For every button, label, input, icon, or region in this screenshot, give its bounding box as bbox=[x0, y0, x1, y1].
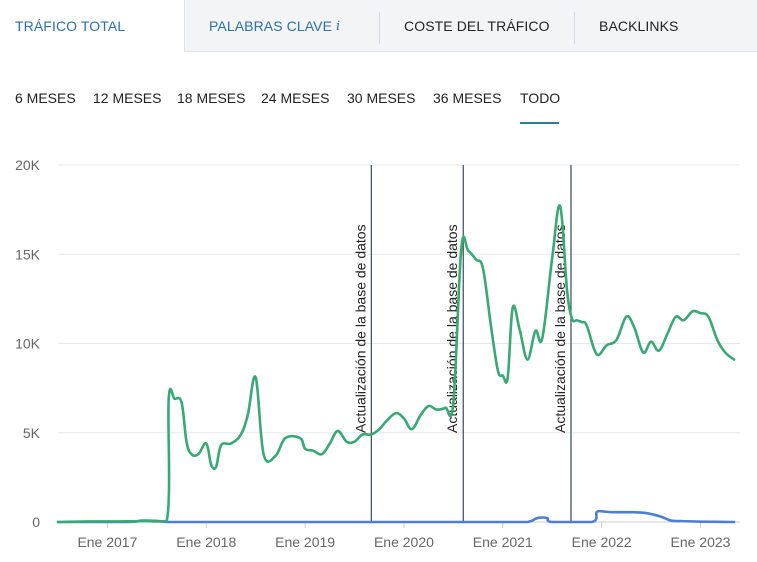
selected-period-indicator bbox=[520, 122, 559, 124]
grid bbox=[58, 164, 740, 523]
x-tick-label: Ene 2020 bbox=[374, 534, 434, 550]
y-tick-label: 0 bbox=[32, 514, 40, 530]
period-24-meses[interactable]: 24 MESES bbox=[261, 90, 330, 106]
y-tick-label: 20K bbox=[15, 157, 41, 173]
period-30-meses[interactable]: 30 MESES bbox=[347, 90, 416, 106]
period-18-meses[interactable]: 18 MESES bbox=[177, 90, 246, 106]
tab-trafico-total[interactable]: TRÁFICO TOTAL bbox=[0, 0, 184, 52]
info-icon[interactable]: i bbox=[336, 18, 341, 34]
annotation-label: Actualización de la base de datos bbox=[352, 224, 368, 433]
period-todo[interactable]: TODO bbox=[520, 90, 561, 106]
period-36-meses[interactable]: 36 MESES bbox=[433, 90, 502, 106]
tab-label: PALABRAS CLAVE bbox=[209, 18, 333, 34]
y-tick-label: 15K bbox=[15, 246, 41, 262]
series-line-total bbox=[56, 204, 736, 524]
series bbox=[56, 204, 736, 524]
traffic-tabs: TRÁFICO TOTAL PALABRAS CLAVE i COSTE DEL… bbox=[0, 0, 757, 52]
tab-label: BACKLINKS bbox=[599, 18, 679, 34]
annotation-label: Actualización de la base de datos bbox=[444, 224, 460, 433]
x-tick-label: Ene 2019 bbox=[275, 534, 335, 550]
x-tick-label: Ene 2023 bbox=[670, 534, 730, 550]
period-selector: 6 MESES 12 MESES 18 MESES 24 MESES 30 ME… bbox=[0, 84, 757, 124]
tab-label: COSTE DEL TRÁFICO bbox=[404, 18, 550, 34]
tab-palabras-clave[interactable]: PALABRAS CLAVE i bbox=[185, 0, 380, 52]
x-tick-label: Ene 2021 bbox=[473, 534, 533, 550]
period-6-meses[interactable]: 6 MESES bbox=[15, 90, 76, 106]
annotation-label: Actualización de la base de datos bbox=[552, 224, 568, 433]
tab-label: TRÁFICO TOTAL bbox=[15, 18, 126, 34]
y-tick-label: 5K bbox=[23, 425, 41, 441]
x-tick-label: Ene 2022 bbox=[572, 534, 632, 550]
y-tick-label: 10K bbox=[15, 336, 41, 352]
tab-backlinks[interactable]: BACKLINKS bbox=[575, 0, 757, 52]
y-axis: 0 5K 10K 15K 20K bbox=[15, 157, 41, 530]
x-axis: Ene 2017 Ene 2018 Ene 2019 Ene 2020 Ene 2021… bbox=[77, 522, 731, 550]
tab-coste-del-trafico[interactable]: COSTE DEL TRÁFICO bbox=[380, 0, 575, 52]
annotations: Actualización de la base de datos Actuali… bbox=[352, 165, 572, 522]
x-tick-label: Ene 2017 bbox=[77, 534, 137, 550]
x-tick-label: Ene 2018 bbox=[176, 534, 236, 550]
period-12-meses[interactable]: 12 MESES bbox=[93, 90, 162, 106]
